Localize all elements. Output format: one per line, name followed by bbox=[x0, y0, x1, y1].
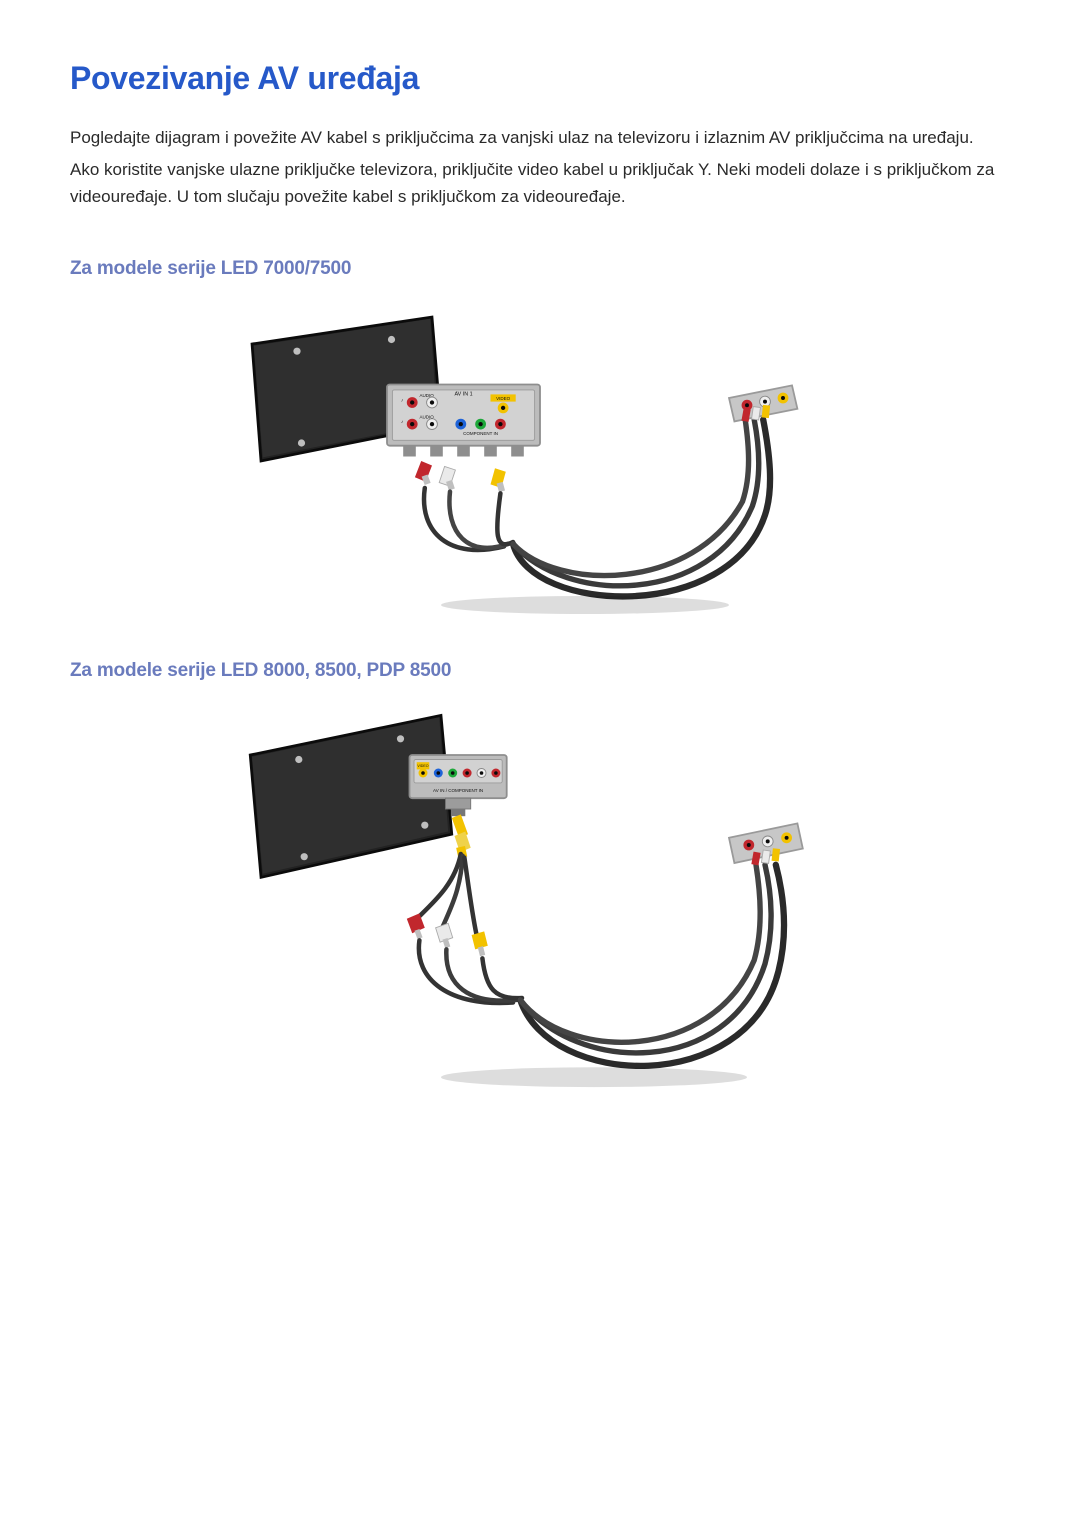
intro-paragraph-1: Pogledajte dijagram i povežite AV kabel … bbox=[70, 125, 1010, 151]
section-heading-led7000: Za modele serije LED 7000/7500 bbox=[70, 258, 1010, 280]
intro-paragraph-2: Ako koristite vanjske ulazne priključke … bbox=[70, 157, 1010, 210]
label-avin1: AV IN 1 bbox=[454, 391, 472, 397]
page-title: Povezivanje AV uređaja bbox=[70, 60, 1010, 97]
section-heading-led8000: Za modele serije LED 8000, 8500, PDP 850… bbox=[70, 660, 1010, 682]
label-video: VIDEO bbox=[496, 396, 511, 401]
label-component-in: COMPONENT IN bbox=[463, 431, 498, 436]
label-avin-component: AV IN / COMPONENT IN bbox=[433, 788, 483, 793]
plug-red-left bbox=[415, 461, 432, 485]
diagram-led8000: VIDEO AV IN / COMPONENT IN bbox=[70, 710, 1010, 1124]
label-audio-top: ♪ bbox=[401, 398, 403, 403]
label-audio-bottom: ♪ bbox=[401, 419, 403, 424]
plug-yellow-left bbox=[491, 468, 506, 492]
plug-white-left bbox=[439, 466, 455, 490]
label-video-2: VIDEO bbox=[417, 764, 428, 768]
diagram-led7000: AV IN 1 ♪ AUDIO VIDEO ♪ AUDIO bbox=[70, 308, 1010, 632]
